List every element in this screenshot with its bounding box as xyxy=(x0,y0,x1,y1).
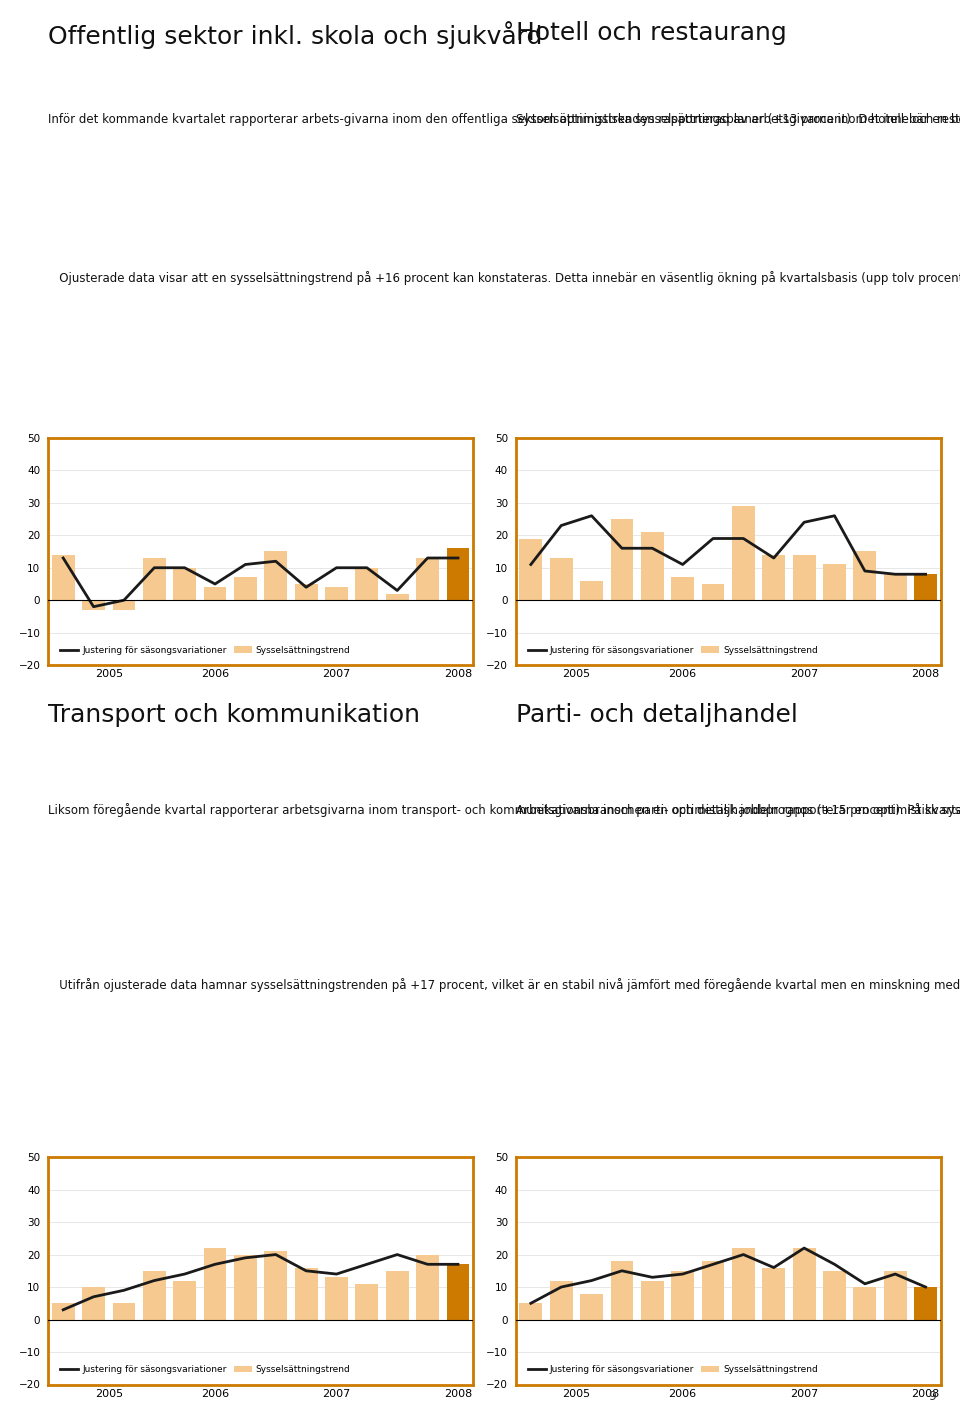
Text: Transport och kommunikation: Transport och kommunikation xyxy=(48,703,420,727)
Text: Ojusterade data visar att en sysselsättningstrend på +16 procent kan konstateras: Ojusterade data visar att en sysselsättn… xyxy=(48,271,960,285)
Bar xyxy=(355,568,378,601)
Bar xyxy=(295,1268,318,1319)
Bar xyxy=(325,1278,348,1319)
Bar xyxy=(83,1287,105,1319)
Bar xyxy=(732,506,755,601)
Legend: Justering för säsongsvariationer, Sysselsättningstrend: Justering för säsongsvariationer, Syssel… xyxy=(524,642,822,659)
Bar xyxy=(793,1248,816,1319)
Bar xyxy=(519,538,542,601)
Bar xyxy=(762,1268,785,1319)
Bar xyxy=(519,1304,542,1319)
Bar xyxy=(386,594,409,601)
Bar xyxy=(793,555,816,601)
Bar xyxy=(264,1251,287,1319)
Bar xyxy=(417,558,439,601)
Bar xyxy=(671,578,694,601)
Bar xyxy=(52,1304,75,1319)
Bar xyxy=(853,551,876,601)
Text: Sysselsättningstrenden rapporterad av arbetsgivarna inom hotell- och restaurangb: Sysselsättningstrenden rapporterad av ar… xyxy=(516,112,960,126)
Bar xyxy=(641,1281,663,1319)
Bar xyxy=(550,558,572,601)
Legend: Justering för säsongsvariationer, Sysselsättningstrend: Justering för säsongsvariationer, Syssel… xyxy=(57,1362,353,1377)
Bar xyxy=(884,1271,906,1319)
Bar xyxy=(702,584,725,601)
Text: Arbetsgivarna inom parti- och detaljhandeln rapporterar en optimistisk sysselsät: Arbetsgivarna inom parti- och detaljhand… xyxy=(516,802,960,816)
Bar xyxy=(446,548,469,601)
Bar xyxy=(446,1264,469,1319)
Bar xyxy=(325,588,348,601)
Text: Parti- och detaljhandel: Parti- och detaljhandel xyxy=(516,703,798,727)
Bar xyxy=(112,601,135,611)
Bar xyxy=(386,1271,409,1319)
Text: Inför det kommande kvartalet rapporterar arbets-givarna inom den offentliga sekt: Inför det kommande kvartalet rapporterar… xyxy=(48,112,960,126)
Text: Hotell och restaurang: Hotell och restaurang xyxy=(516,21,786,45)
Bar xyxy=(143,558,166,601)
Bar xyxy=(580,581,603,601)
Bar xyxy=(83,601,105,611)
Bar xyxy=(611,1261,634,1319)
Bar xyxy=(295,584,318,601)
Legend: Justering för säsongsvariationer, Sysselsättningstrend: Justering för säsongsvariationer, Syssel… xyxy=(57,642,353,659)
Bar xyxy=(143,1271,166,1319)
Bar xyxy=(234,1254,256,1319)
Bar xyxy=(853,1287,876,1319)
Bar xyxy=(611,520,634,601)
Bar xyxy=(641,532,663,601)
Text: 9: 9 xyxy=(928,1390,936,1403)
Bar xyxy=(52,555,75,601)
Text: Offentlig sektor inkl. skola och sjukvård: Offentlig sektor inkl. skola och sjukvår… xyxy=(48,21,542,50)
Bar xyxy=(204,1248,227,1319)
Text: Utifrån ojusterade data hamnar sysselsättningstrenden på +17 procent, vilket är : Utifrån ojusterade data hamnar sysselsät… xyxy=(48,978,960,991)
Legend: Justering för säsongsvariationer, Sysselsättningstrend: Justering för säsongsvariationer, Syssel… xyxy=(524,1362,822,1377)
Bar xyxy=(173,1281,196,1319)
Bar xyxy=(914,1287,937,1319)
Bar xyxy=(264,551,287,601)
Text: Liksom föregående kvartal rapporterar arbetsgivarna inom transport- och kommunik: Liksom föregående kvartal rapporterar ar… xyxy=(48,802,960,816)
Bar xyxy=(702,1261,725,1319)
Bar xyxy=(823,1271,846,1319)
Bar xyxy=(732,1248,755,1319)
Bar xyxy=(173,568,196,601)
Bar xyxy=(417,1254,439,1319)
Bar xyxy=(884,574,906,601)
Bar xyxy=(762,555,785,601)
Bar xyxy=(671,1271,694,1319)
Bar xyxy=(234,578,256,601)
Bar xyxy=(355,1284,378,1319)
Bar xyxy=(550,1281,572,1319)
Bar xyxy=(204,588,227,601)
Bar xyxy=(914,574,937,601)
Bar xyxy=(112,1304,135,1319)
Bar xyxy=(580,1294,603,1319)
Bar xyxy=(823,565,846,601)
